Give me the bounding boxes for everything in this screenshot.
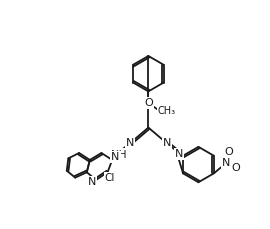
Text: O: O <box>232 163 241 173</box>
Text: CH₃: CH₃ <box>158 106 176 116</box>
Text: N: N <box>222 158 230 168</box>
Text: N: N <box>111 152 119 162</box>
Text: O: O <box>224 147 233 157</box>
Text: N: N <box>126 138 134 148</box>
Text: N: N <box>175 149 183 159</box>
Text: NH: NH <box>111 150 127 160</box>
Text: O: O <box>144 98 153 108</box>
Text: Cl: Cl <box>105 173 115 183</box>
Text: N: N <box>88 177 96 187</box>
Text: N: N <box>163 138 171 148</box>
